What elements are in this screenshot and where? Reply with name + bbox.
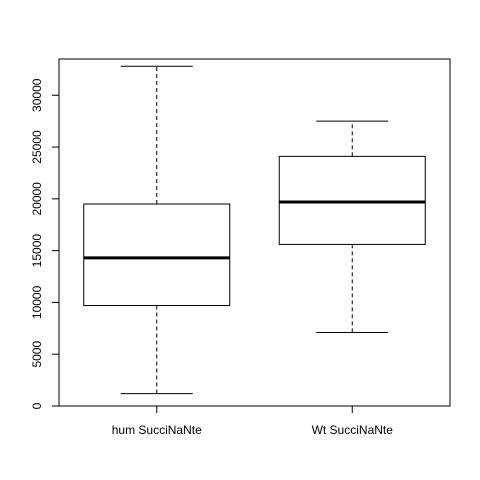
y-tick-label: 20000 [30, 182, 44, 216]
y-tick-label: 5000 [30, 341, 44, 368]
iqr-box [278, 155, 426, 245]
boxes-group [83, 65, 426, 395]
iqr-box [83, 203, 231, 307]
x-tick-label: Wt SucciNaNte [312, 423, 394, 437]
y-tick-label: 10000 [30, 285, 44, 319]
box-2 [278, 120, 426, 333]
x-axis: hum SucciNaNte Wt SucciNaNte [112, 405, 394, 437]
y-tick-label: 30000 [30, 78, 44, 112]
box-1 [83, 65, 231, 395]
y-tick-label: 25000 [30, 130, 44, 164]
y-axis: 0 5000 10000 15000 20000 25000 30000 [30, 78, 60, 409]
y-tick-label: 0 [30, 402, 44, 409]
x-tick-label: hum SucciNaNte [112, 423, 202, 437]
y-tick-label: 15000 [30, 234, 44, 268]
